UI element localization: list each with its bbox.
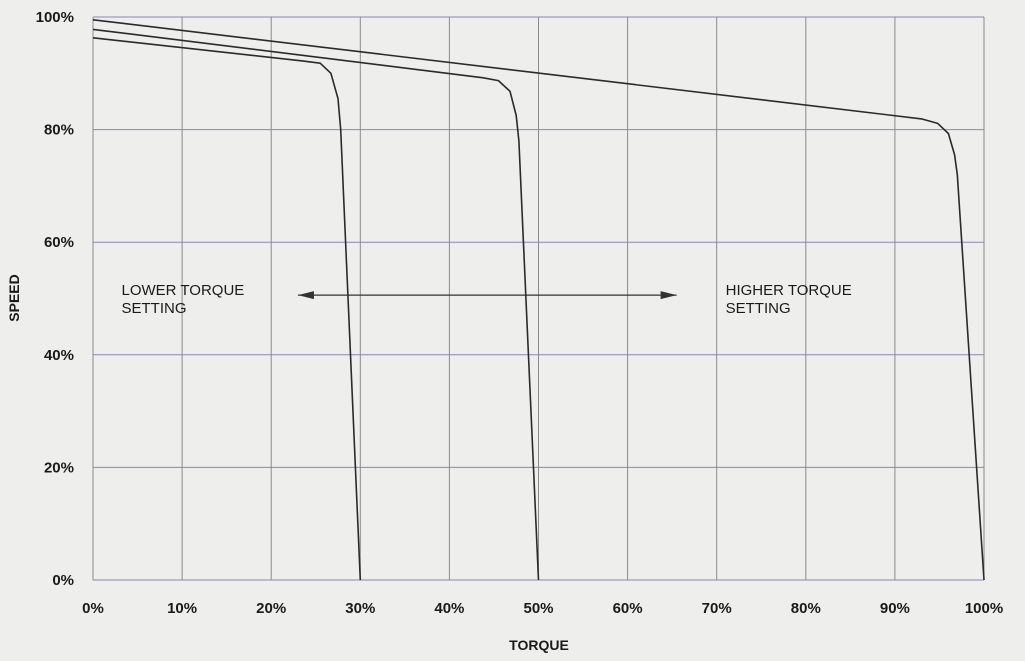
x-tick-label-4: 40% [434, 600, 464, 617]
x-tick-label-3: 30% [345, 600, 375, 617]
x-tick-label-5: 50% [523, 600, 553, 617]
x-tick-label-2: 20% [256, 600, 286, 617]
y-tick-label-0: 0% [52, 572, 74, 589]
x-tick-label-7: 70% [702, 600, 732, 617]
y-axis-title: SPEED [6, 274, 22, 321]
x-tick-label-1: 10% [167, 600, 197, 617]
tick-layer: 0% 10% 20% 30% 40% 50% 60% 70% 80% 90% 100% 0% 20% 40… [36, 9, 1004, 617]
speed-torque-curve-1 [92, 37, 362, 581]
curve-layer [92, 19, 985, 581]
x-tick-label-10: 100% [965, 600, 1003, 617]
annotation-1-line-2: SETTING [122, 300, 187, 317]
speed-torque-curve-2 [92, 28, 540, 581]
x-tick-label-9: 90% [880, 600, 910, 617]
annotation-1-line-1: LOWER TORQUE [122, 282, 245, 299]
y-tick-label-4: 80% [44, 122, 74, 139]
y-tick-label-1: 20% [44, 459, 74, 476]
x-tick-label-6: 60% [613, 600, 643, 617]
x-axis-title: TORQUE [509, 637, 569, 653]
speed-torque-curve-3 [92, 19, 985, 581]
y-tick-label-2: 40% [44, 347, 74, 364]
torque-arrow-head-right [660, 291, 677, 300]
x-tick-label-8: 80% [791, 600, 821, 617]
grid-layer [92, 16, 985, 581]
y-tick-label-5: 100% [36, 9, 74, 26]
torque-arrow-head-left [297, 291, 314, 300]
x-tick-label-0: 0% [82, 600, 104, 617]
annotation-2: HIGHER TORQUE SETTING [726, 282, 852, 317]
annotation-1: LOWER TORQUE SETTING [122, 282, 245, 317]
annotation-2-line-1: HIGHER TORQUE [726, 282, 852, 299]
annotation-2-line-2: SETTING [726, 300, 791, 317]
y-tick-label-3: 60% [44, 234, 74, 251]
